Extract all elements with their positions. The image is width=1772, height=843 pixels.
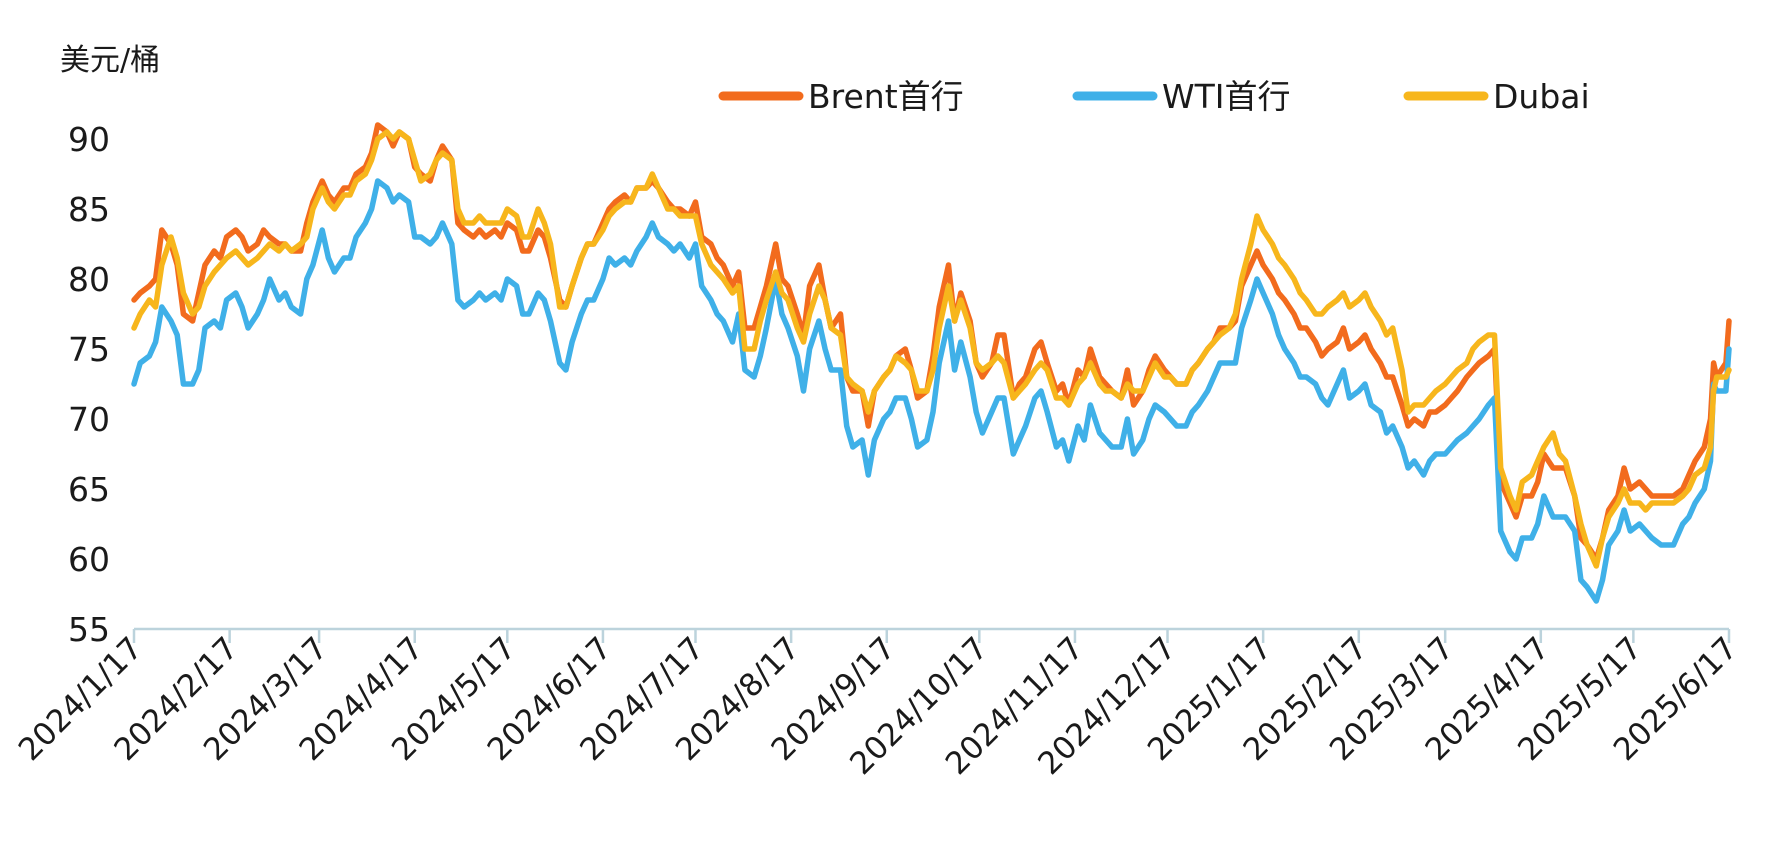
y-axis-ticks: 55 60 65 70 75 80 85 90	[68, 120, 110, 649]
y-tick-label: 90	[68, 120, 110, 159]
y-axis-unit-label: 美元/桶	[60, 43, 160, 78]
y-tick-label: 75	[68, 330, 110, 369]
legend-label: Brent首行	[808, 77, 964, 116]
y-tick-label: 80	[68, 260, 110, 299]
y-tick-label: 85	[68, 190, 110, 229]
series-lines	[131, 122, 1732, 604]
legend-label: Dubai	[1493, 77, 1590, 116]
y-tick-label: 65	[68, 470, 110, 509]
x-axis-ticks: 2024/1/172024/2/172024/3/172024/4/172024…	[12, 629, 1745, 782]
y-tick-label: 55	[68, 610, 110, 649]
series-line-3	[131, 129, 1732, 569]
y-tick-label: 60	[68, 540, 110, 579]
series-line-2	[131, 178, 1732, 604]
legend-label: WTI首行	[1162, 77, 1291, 116]
legend: Brent首行 WTI首行 Dubai	[718, 77, 1590, 116]
y-tick-label: 70	[68, 400, 110, 439]
